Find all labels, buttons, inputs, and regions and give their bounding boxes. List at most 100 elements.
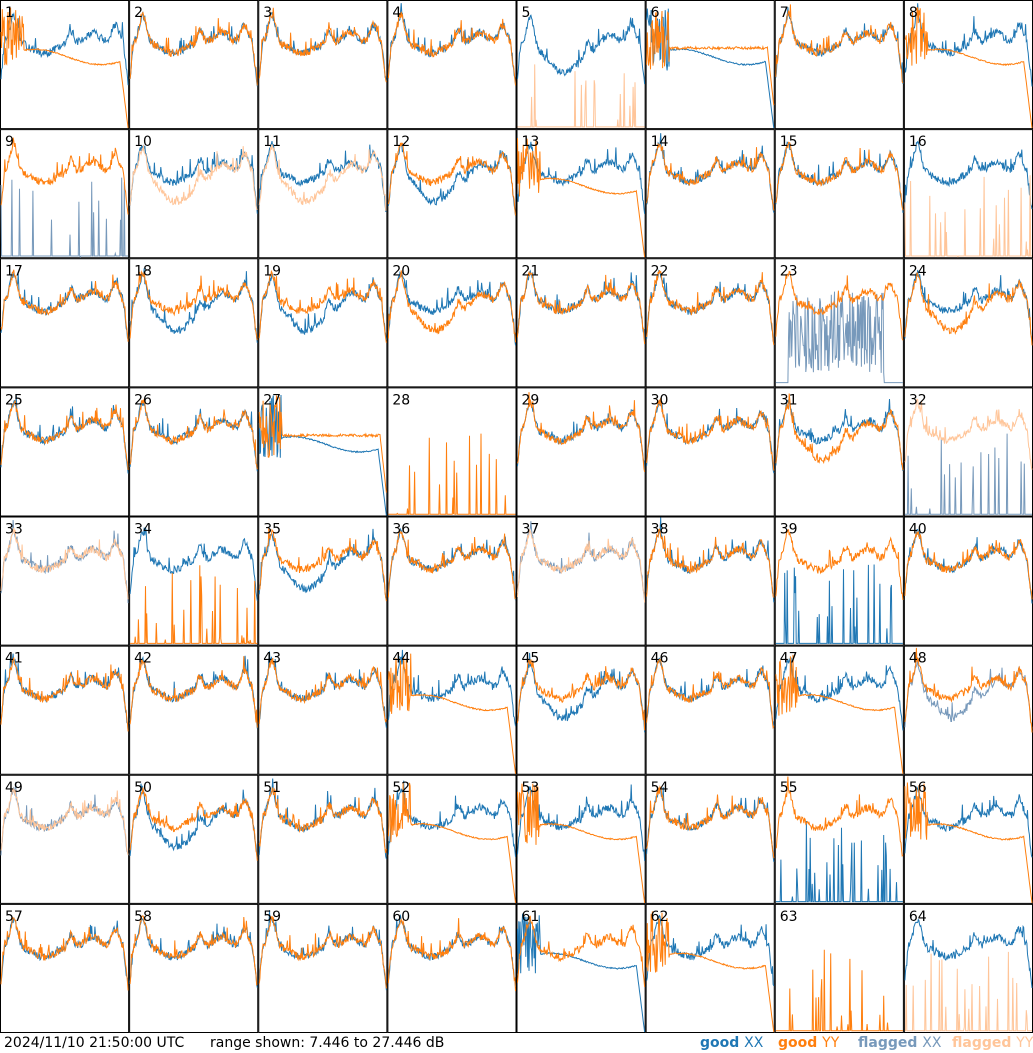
series-yy bbox=[129, 915, 258, 986]
panel-frame bbox=[258, 774, 388, 904]
panel-45: 45 bbox=[516, 645, 646, 775]
panel-53: 53 bbox=[516, 774, 646, 904]
series-yy bbox=[904, 7, 1033, 129]
panel-5: 5 bbox=[516, 0, 646, 130]
series-yy bbox=[258, 787, 387, 853]
panel-number: 41 bbox=[5, 651, 23, 667]
panel-number: 11 bbox=[263, 134, 281, 150]
series-xx bbox=[0, 177, 129, 259]
panel-number: 19 bbox=[263, 263, 281, 279]
series-yy bbox=[904, 782, 1033, 903]
series-yy bbox=[646, 658, 775, 730]
series-xx bbox=[258, 271, 387, 340]
series-yy bbox=[387, 782, 516, 903]
series-yy bbox=[904, 647, 1033, 733]
panel-28: 28 bbox=[387, 387, 517, 517]
panel-frame bbox=[516, 645, 646, 775]
panel-56: 56 bbox=[903, 774, 1033, 904]
panel-frame bbox=[645, 645, 775, 775]
panel-number: 14 bbox=[651, 134, 669, 150]
panel-number: 8 bbox=[909, 5, 918, 21]
series-xx bbox=[904, 433, 1032, 515]
panel-51: 51 bbox=[258, 774, 388, 904]
series-yy bbox=[904, 398, 1033, 470]
series-yy bbox=[517, 392, 646, 473]
series-yy bbox=[387, 918, 516, 992]
panel-frame bbox=[258, 516, 388, 646]
series-yy bbox=[0, 399, 129, 470]
series-yy bbox=[646, 911, 775, 1033]
panel-number: 50 bbox=[134, 780, 152, 796]
panel-number: 52 bbox=[392, 780, 410, 796]
series-yy bbox=[904, 531, 1033, 600]
panel-number: 20 bbox=[392, 263, 410, 279]
series-yy bbox=[904, 272, 1033, 346]
series-yy bbox=[129, 398, 258, 470]
series-yy bbox=[646, 398, 775, 471]
series-yy bbox=[387, 11, 516, 86]
series-xx bbox=[517, 14, 646, 85]
series-yy bbox=[646, 270, 775, 346]
panel-number: 3 bbox=[263, 5, 272, 21]
panel-frame bbox=[645, 258, 775, 388]
panel-22: 22 bbox=[645, 258, 775, 388]
panel-frame bbox=[387, 0, 517, 130]
panel-frame bbox=[903, 129, 1033, 259]
series-yy bbox=[775, 270, 904, 341]
range-label: range shown: 7.446 to 27.446 dB bbox=[210, 1035, 445, 1051]
panel-frame bbox=[258, 645, 388, 775]
panel-57: 57 bbox=[0, 903, 130, 1033]
panel-24: 24 bbox=[903, 258, 1033, 388]
series-xx bbox=[646, 914, 775, 987]
panel-frame bbox=[387, 129, 517, 259]
legend-pol: YY bbox=[822, 1035, 840, 1051]
panel-55: 55 bbox=[774, 774, 904, 904]
panel-number: 15 bbox=[780, 134, 798, 150]
panel-frame bbox=[903, 645, 1033, 775]
series-yy bbox=[258, 915, 387, 989]
panel-number: 58 bbox=[134, 909, 152, 925]
series-yy bbox=[0, 917, 129, 991]
panel-frame bbox=[129, 516, 259, 646]
panel-frame bbox=[387, 258, 517, 388]
panel-32: 32 bbox=[903, 387, 1033, 517]
panel-number: 6 bbox=[651, 5, 660, 21]
panel-14: 14 bbox=[645, 129, 775, 259]
legend-pol: XX bbox=[922, 1035, 942, 1051]
panel-number: 23 bbox=[780, 263, 798, 279]
panel-frame bbox=[0, 258, 130, 388]
series-xx bbox=[775, 291, 903, 384]
panel-number: 59 bbox=[263, 909, 281, 925]
panel-frame bbox=[0, 129, 130, 259]
panel-frame bbox=[129, 0, 259, 130]
panel-frame bbox=[258, 903, 388, 1033]
panel-number: 29 bbox=[522, 392, 540, 408]
series-yy bbox=[129, 145, 258, 211]
series-yy bbox=[0, 137, 129, 215]
legend-good-yy: good YY bbox=[778, 1035, 839, 1051]
panel-9: 9 bbox=[0, 129, 130, 259]
panel-number: 17 bbox=[5, 263, 23, 279]
series-yy bbox=[387, 529, 516, 600]
footer-bar: 2024/11/10 21:50:00 UTC range shown: 7.4… bbox=[0, 1033, 1033, 1053]
panel-number: 24 bbox=[909, 263, 927, 279]
panel-number: 22 bbox=[651, 263, 669, 279]
panel-7: 7 bbox=[774, 0, 904, 130]
panel-46: 46 bbox=[645, 645, 775, 775]
series-xx bbox=[775, 564, 903, 644]
legend-pol: XX bbox=[744, 1035, 764, 1051]
series-xx bbox=[387, 270, 516, 346]
series-yy bbox=[129, 787, 258, 861]
panel-number: 63 bbox=[780, 909, 798, 925]
panel-number: 49 bbox=[5, 780, 23, 796]
legend-word: good bbox=[700, 1035, 745, 1051]
panel-19: 19 bbox=[258, 258, 388, 388]
series-yy bbox=[646, 528, 775, 598]
series-xx bbox=[387, 3, 516, 85]
series-xx bbox=[387, 649, 516, 727]
panel-frame bbox=[129, 387, 259, 517]
panel-6: 6 bbox=[645, 0, 775, 130]
series-yy bbox=[388, 433, 516, 515]
series-yy bbox=[517, 64, 645, 128]
series-yy bbox=[517, 529, 646, 603]
